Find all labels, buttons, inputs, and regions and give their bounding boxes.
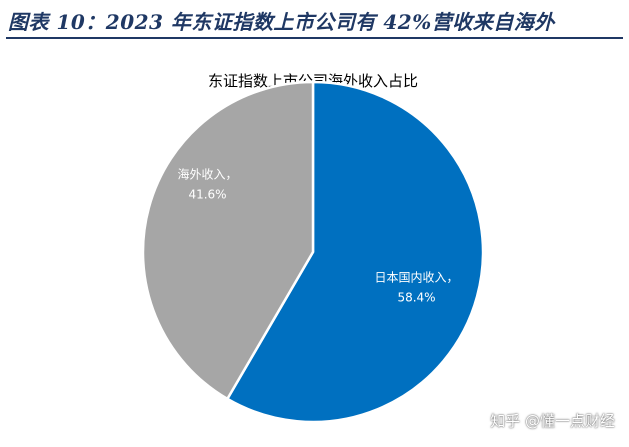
slice-label-2: 海外收入， — [177, 167, 237, 182]
slice-value-2: 41.6% — [188, 188, 226, 202]
pie-slice-1 — [226, 80, 485, 424]
figure-header: 图表 10：2023 年东证指数上市公司有 42%营收来自海外 — [0, 0, 629, 40]
figure-title: 图表 10：2023 年东证指数上市公司有 42%营收来自海外 — [8, 10, 555, 34]
pie-slices — [141, 80, 485, 424]
slice-value-1: 58.4% — [397, 290, 435, 304]
slice-labels: 日本国内收入， 58.4% 海外收入， 41.6% — [177, 167, 458, 305]
watermark: 知乎 @懂一点财经 — [490, 412, 615, 430]
title-divider — [6, 37, 623, 39]
slice-label-1: 日本国内收入， — [374, 270, 458, 284]
pie-slice-2 — [141, 80, 315, 401]
